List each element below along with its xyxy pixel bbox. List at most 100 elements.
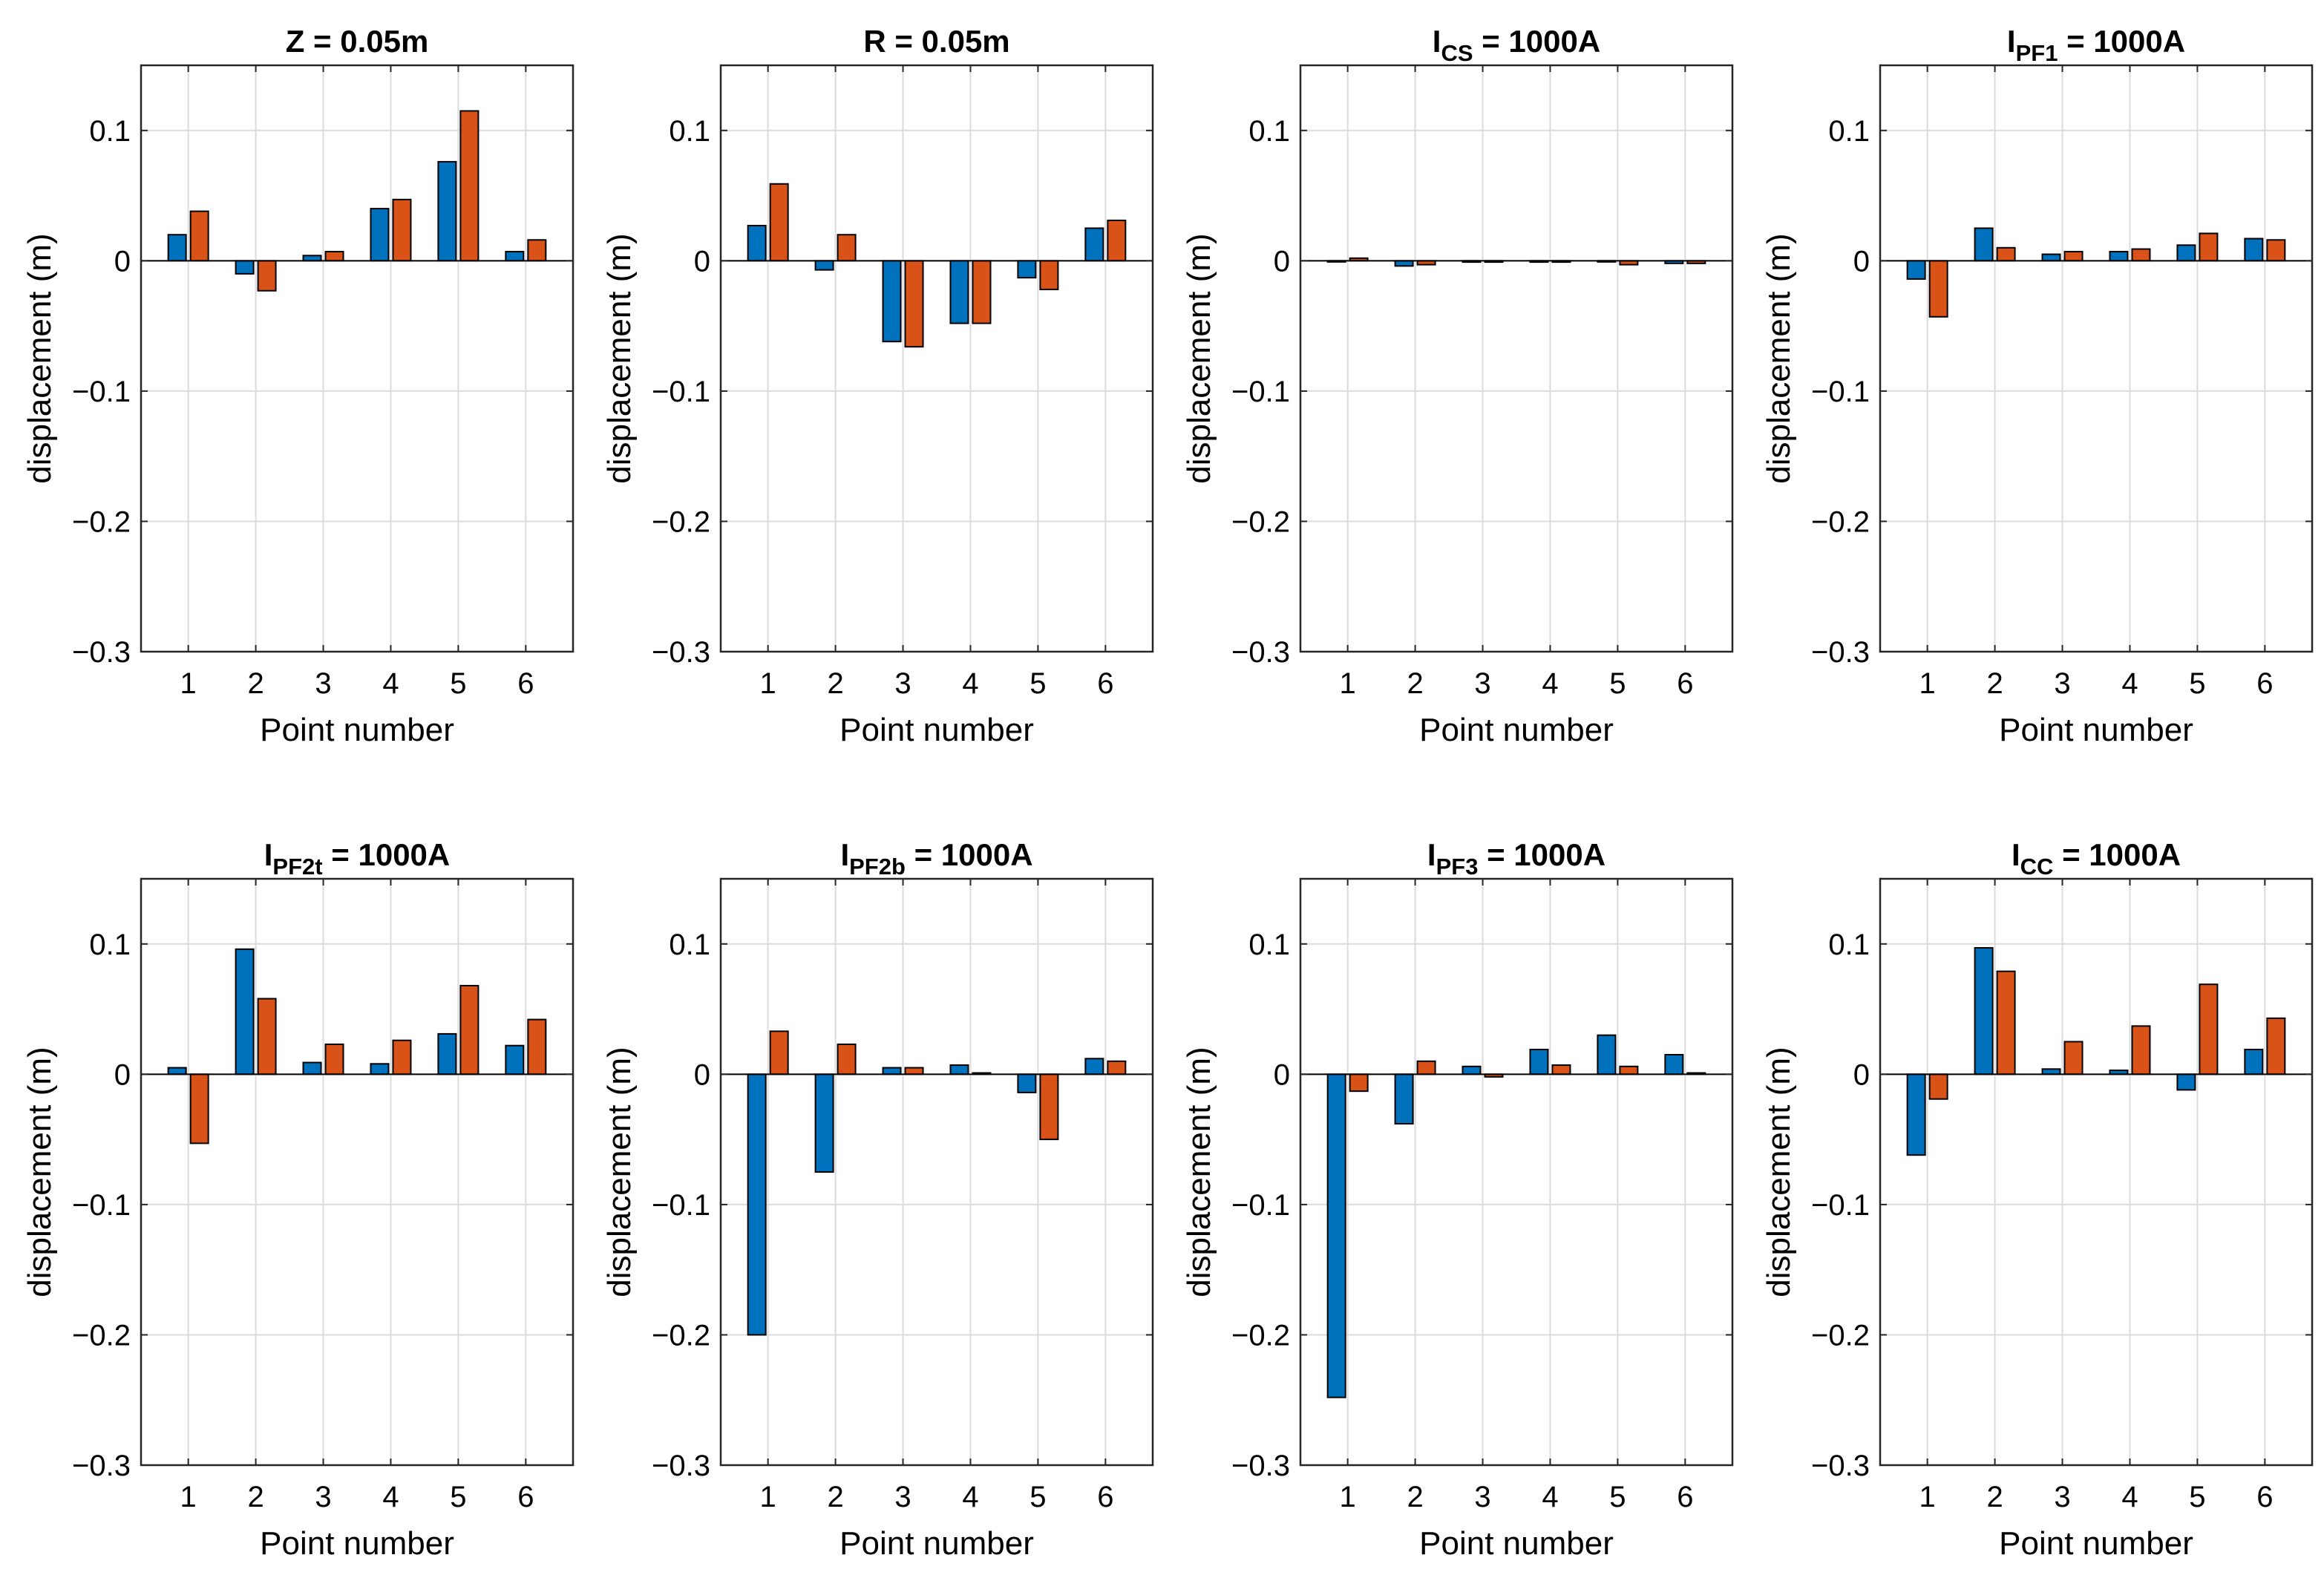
bar-series1-point-5 — [1017, 260, 1037, 279]
y-tick-label: 0.1 — [89, 929, 131, 961]
y-tick-label: −0.2 — [1231, 505, 1290, 538]
bar-series1-point-2 — [1394, 260, 1414, 267]
bar-series2-point-1 — [1349, 1073, 1369, 1093]
title-main: I — [1427, 837, 1436, 872]
y-tick-label: −0.1 — [652, 376, 710, 408]
x-axis-label: Point number — [1419, 1525, 1614, 1562]
subplot-2: −0.3 −0.2 −0.1 0 0.1 1 2 3 4 5 6 Point number displa… — [601, 24, 1154, 748]
bar-series2-point-5 — [2199, 232, 2219, 262]
bar-series2-point-1 — [769, 1030, 789, 1075]
axes-box — [140, 64, 575, 653]
title-rest: = 1000A — [1478, 837, 1605, 872]
x-tick-label: 6 — [1097, 1481, 1113, 1513]
plot-area — [1300, 65, 1732, 652]
subplot-4: −0.3 −0.2 −0.1 0 0.1 1 2 3 4 5 6 Point number displa… — [1761, 24, 2314, 748]
axes-box — [1879, 877, 2314, 1467]
x-tick-label: 6 — [2256, 1481, 2273, 1513]
bar-series1-point-4 — [370, 1063, 390, 1075]
title-main: I — [840, 837, 849, 872]
bar-series2-point-4 — [1551, 1064, 1571, 1075]
y-tick-label: −0.2 — [72, 505, 131, 538]
bar-series2-point-3 — [324, 1043, 344, 1075]
title-rest: = 1000A — [906, 837, 1033, 872]
y-tick-label: −0.3 — [1811, 636, 1870, 669]
bar-series1-point-5 — [437, 1032, 457, 1075]
bar-series2-point-2 — [1996, 970, 2016, 1075]
y-tick-label: 0 — [114, 245, 131, 278]
bar-series1-point-3 — [302, 1061, 322, 1075]
x-tick-label: 4 — [962, 1481, 978, 1513]
x-tick-label: 5 — [1609, 667, 1626, 700]
bar-series2-point-4 — [2131, 1025, 2151, 1075]
y-tick-label: −0.3 — [1231, 1450, 1290, 1482]
plot-area — [721, 65, 1153, 652]
bar-series2-point-5 — [1619, 1065, 1639, 1075]
bar-series2-point-6 — [2266, 1017, 2286, 1075]
bar-series2-point-2 — [257, 998, 277, 1075]
y-tick-label: −0.2 — [1811, 1319, 1870, 1352]
x-tick-label: 5 — [2189, 1481, 2205, 1513]
x-axis-label: Point number — [260, 1525, 454, 1562]
axes-box — [1879, 64, 2314, 653]
title-main: I — [2007, 24, 2016, 59]
bar-series1-point-5 — [2176, 1073, 2196, 1091]
title-rest: = 0.05m — [886, 24, 1010, 59]
title-rest: = 1000A — [2053, 837, 2181, 872]
title-subscript: PF1 — [2016, 40, 2058, 66]
bar-series1-point-6 — [1664, 1054, 1684, 1075]
y-tick-label: −0.2 — [1231, 1319, 1290, 1352]
bar-series2-point-3 — [904, 1067, 924, 1075]
x-axis-label: Point number — [839, 712, 1034, 748]
bar-series2-point-6 — [1107, 1060, 1127, 1075]
bar-series1-point-2 — [814, 1073, 834, 1173]
x-tick-label: 5 — [1030, 1481, 1046, 1513]
bar-series2-point-5 — [1039, 1073, 1059, 1141]
y-tick-label: 0 — [694, 1058, 710, 1091]
bar-series2-point-2 — [837, 234, 857, 262]
y-tick-label: −0.2 — [652, 505, 710, 538]
bar-series2-point-6 — [2266, 239, 2286, 262]
x-tick-label: 6 — [517, 1481, 534, 1513]
x-tick-label: 5 — [450, 667, 466, 700]
x-axis-label: Point number — [260, 712, 454, 748]
x-tick-label: 1 — [1919, 667, 1936, 700]
bar-series1-point-6 — [505, 1044, 525, 1075]
bar-series1-point-3 — [2041, 1068, 2061, 1075]
title-subscript: PF2b — [849, 854, 906, 880]
subplot-7: −0.3 −0.2 −0.1 0 0.1 1 2 3 4 5 6 Point number displa… — [1181, 837, 1734, 1562]
subplot-3: −0.3 −0.2 −0.1 0 0.1 1 2 3 4 5 6 Point number displa… — [1181, 24, 1734, 748]
y-axis-label: displacement (m) — [1181, 233, 1217, 483]
y-axis-label: displacement (m) — [1761, 233, 1797, 483]
bar-series2-point-4 — [972, 260, 992, 324]
y-tick-label: 0 — [694, 245, 710, 278]
x-tick-label: 4 — [1542, 667, 1558, 700]
axes-box — [1299, 64, 1734, 653]
x-axis-label: Point number — [1999, 1525, 2193, 1562]
bar-series1-point-5 — [1597, 1034, 1617, 1075]
x-tick-label: 1 — [760, 1481, 776, 1513]
x-tick-label: 2 — [1986, 1481, 2003, 1513]
y-axis-label: displacement (m) — [601, 1047, 638, 1297]
y-tick-label: −0.3 — [1811, 1450, 1870, 1482]
y-tick-label: −0.2 — [652, 1319, 710, 1352]
x-tick-label: 4 — [382, 1481, 399, 1513]
y-tick-label: −0.2 — [1811, 505, 1870, 538]
title-main: I — [1433, 24, 1441, 59]
title-subscript: CC — [2020, 854, 2054, 880]
y-tick-label: 0 — [1853, 245, 1870, 278]
bar-series1-point-2 — [1974, 227, 1994, 262]
plot-area — [141, 65, 573, 652]
y-tick-label: 0.1 — [1828, 929, 1870, 961]
bar-series1-point-1 — [1906, 1073, 1926, 1156]
y-tick-label: −0.3 — [652, 1450, 710, 1482]
subplot-title: IPF2b = 1000A — [840, 837, 1032, 880]
x-tick-label: 2 — [1407, 1481, 1423, 1513]
x-tick-label: 6 — [517, 667, 534, 700]
x-tick-label: 3 — [894, 667, 911, 700]
subplot-title: IPF2t = 1000A — [264, 837, 451, 880]
x-tick-label: 4 — [2121, 667, 2138, 700]
bar-series2-point-4 — [2131, 248, 2151, 262]
bar-series1-point-6 — [505, 251, 525, 262]
x-tick-label: 3 — [2054, 667, 2070, 700]
